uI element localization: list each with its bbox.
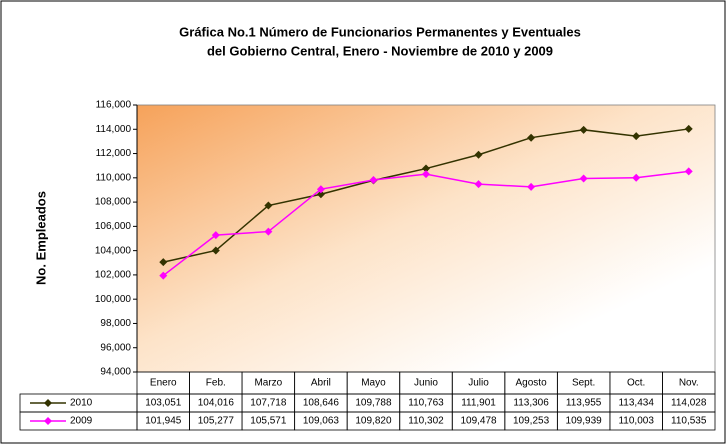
x-tick-label: Enero (150, 378, 177, 389)
data-label: 103,051 (145, 398, 182, 409)
marker (369, 176, 378, 185)
x-tick-label: Oct. (627, 378, 645, 389)
marker (632, 132, 641, 141)
data-label: 104,016 (198, 398, 235, 409)
x-tick-label: Sept. (572, 378, 595, 389)
y-tick-label: 116,000 (96, 100, 132, 111)
legend-label: 2010 (70, 398, 93, 409)
x-tick-label: Abril (311, 378, 331, 389)
marker (316, 185, 325, 194)
data-label: 109,478 (460, 416, 497, 427)
y-tick-label: 100,000 (95, 294, 132, 305)
y-tick-label: 104,000 (95, 245, 132, 256)
marker (632, 173, 641, 182)
marker (422, 170, 430, 179)
marker (211, 246, 220, 255)
marker (579, 125, 588, 134)
data-label: 113,306 (513, 398, 549, 409)
marker (316, 190, 325, 199)
marker (527, 133, 536, 142)
x-tick-label: Nov. (679, 378, 699, 389)
chart-title: Gráfica No.1 Número de Funcionarios Perm… (179, 24, 581, 39)
y-tick-label: 108,000 (95, 197, 132, 208)
data-label: 110,763 (408, 398, 444, 409)
data-label: 113,955 (566, 398, 602, 409)
data-label: 108,646 (303, 398, 340, 409)
marker (264, 227, 273, 236)
y-tick-label: 110,000 (96, 172, 132, 183)
marker (527, 182, 536, 191)
data-label: 109,939 (566, 416, 603, 427)
x-tick-label: Feb. (206, 378, 226, 389)
x-tick-label: Marzo (254, 378, 282, 389)
data-label: 105,277 (198, 416, 235, 427)
data-label: 109,820 (355, 416, 392, 427)
data-label: 111,901 (461, 398, 496, 409)
data-label: 109,063 (303, 416, 340, 427)
marker (684, 167, 693, 176)
y-tick-label: 114,000 (96, 124, 132, 135)
x-tick-label: Junio (414, 378, 438, 389)
chart-title: del Gobierno Central, Enero - Noviembre … (207, 43, 553, 58)
x-tick-label: Mayo (361, 378, 386, 389)
x-tick-label: Agosto (516, 378, 548, 389)
marker (264, 201, 273, 210)
data-label: 110,302 (408, 416, 444, 427)
y-tick-label: 106,000 (95, 221, 132, 232)
y-axis-title: No. Empleados (33, 191, 48, 285)
data-label: 109,788 (355, 398, 392, 409)
data-label: 105,571 (250, 416, 287, 427)
marker (422, 164, 430, 173)
legend-marker (44, 417, 52, 425)
marker (474, 180, 483, 189)
data-label: 107,718 (250, 398, 287, 409)
data-label: 114,028 (671, 398, 707, 409)
data-label: 101,945 (145, 416, 182, 427)
data-label: 113,434 (618, 398, 654, 409)
marker (474, 150, 483, 159)
y-tick-label: 94,000 (100, 367, 131, 378)
y-tick-label: 102,000 (95, 270, 132, 281)
x-tick-label: Julio (468, 378, 489, 389)
data-label: 110,535 (671, 416, 707, 427)
marker (159, 271, 168, 280)
y-tick-label: 112,000 (96, 148, 132, 159)
plot-area (136, 104, 716, 373)
marker (211, 231, 220, 240)
marker (684, 124, 693, 133)
y-tick-label: 96,000 (100, 342, 131, 353)
y-tick-label: 98,000 (100, 318, 131, 329)
marker (159, 258, 168, 267)
table-cell (662, 411, 716, 431)
legend-marker (44, 399, 52, 407)
data-label: 110,003 (618, 416, 654, 427)
marker (579, 174, 588, 183)
legend-label: 2009 (70, 416, 93, 427)
data-label: 109,253 (513, 416, 550, 427)
